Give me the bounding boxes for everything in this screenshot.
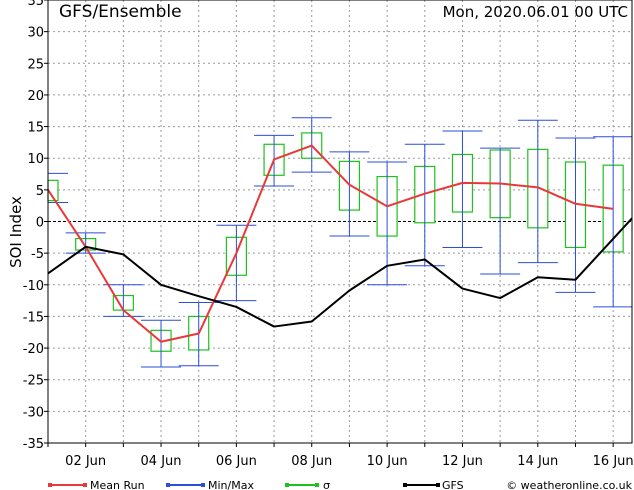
series-lines — [47, 144, 633, 343]
gfs-line — [47, 217, 633, 328]
x-axis: 02 Jun 04 Jun 06 Jun 08 Jun 10 Jun 12 Jun 14 J… — [47, 443, 634, 469]
y-tick-label: 15 — [27, 121, 44, 136]
legend-item-mean: Mean Run — [48, 479, 145, 490]
y-tick-label: 25 — [27, 57, 44, 72]
legend-marker-sigma-a — [285, 483, 289, 487]
y-tick-label: -15 — [23, 310, 44, 325]
y-tick-label: -30 — [23, 405, 44, 420]
legend-item-gfs: GFS — [403, 479, 464, 490]
legend: Mean Run Min/Max σ GFS © weatheronline.c… — [48, 479, 633, 490]
y-tick-label: 35 — [27, 0, 44, 9]
x-tick-label: 06 Jun — [216, 454, 257, 469]
legend-item-sigma: σ — [285, 479, 330, 490]
legend-label-mean: Mean Run — [90, 479, 145, 490]
legend-label-sigma: σ — [323, 479, 330, 490]
y-tick-label: -35 — [23, 437, 44, 452]
x-tick-label: 08 Jun — [291, 454, 332, 469]
mean-run-line — [47, 144, 614, 343]
x-tick-label: 12 Jun — [442, 454, 483, 469]
x-tick-label: 04 Jun — [141, 454, 182, 469]
legend-marker-sigma-b — [315, 483, 319, 487]
legend-marker-gfs-a — [403, 483, 407, 487]
credit-text: © weatheronline.co.uk — [506, 479, 632, 490]
legend-marker-mean-b — [83, 483, 87, 487]
y-axis-label: SOI Index — [7, 196, 25, 268]
y-tick-label: 5 — [36, 184, 44, 199]
x-tick-label: 10 Jun — [367, 454, 408, 469]
legend-marker-mean-a — [48, 483, 52, 487]
legend-marker-minmax-b — [201, 483, 205, 487]
y-tick-label: 30 — [27, 26, 44, 41]
x-tick-label: 02 Jun — [65, 454, 106, 469]
y-tick-label: -20 — [23, 342, 44, 357]
legend-label-gfs: GFS — [442, 479, 464, 490]
legend-marker-gfs-b — [436, 483, 440, 487]
y-tick-label: -10 — [23, 279, 44, 294]
y-tick-label: -5 — [31, 247, 44, 262]
y-tick-label: 0 — [36, 216, 44, 231]
run-time: Mon, 2020.06.01 00 UTC — [443, 3, 628, 21]
legend-label-minmax: Min/Max — [208, 479, 254, 490]
y-tick-label: 10 — [27, 152, 44, 167]
y-tick-label: 20 — [27, 89, 44, 104]
y-tick-label: -25 — [23, 374, 44, 389]
x-tick-label: 16 Jun — [593, 454, 634, 469]
chart-title: GFS/Ensemble — [59, 2, 182, 22]
legend-marker-minmax-a — [166, 483, 170, 487]
x-tick-label: 14 Jun — [517, 454, 558, 469]
y-axis: -35 -30 -25 -20 -15 -10 -5 0 5 10 15 20 25 30 35 — [23, 0, 48, 452]
legend-item-minmax: Min/Max — [166, 479, 254, 490]
